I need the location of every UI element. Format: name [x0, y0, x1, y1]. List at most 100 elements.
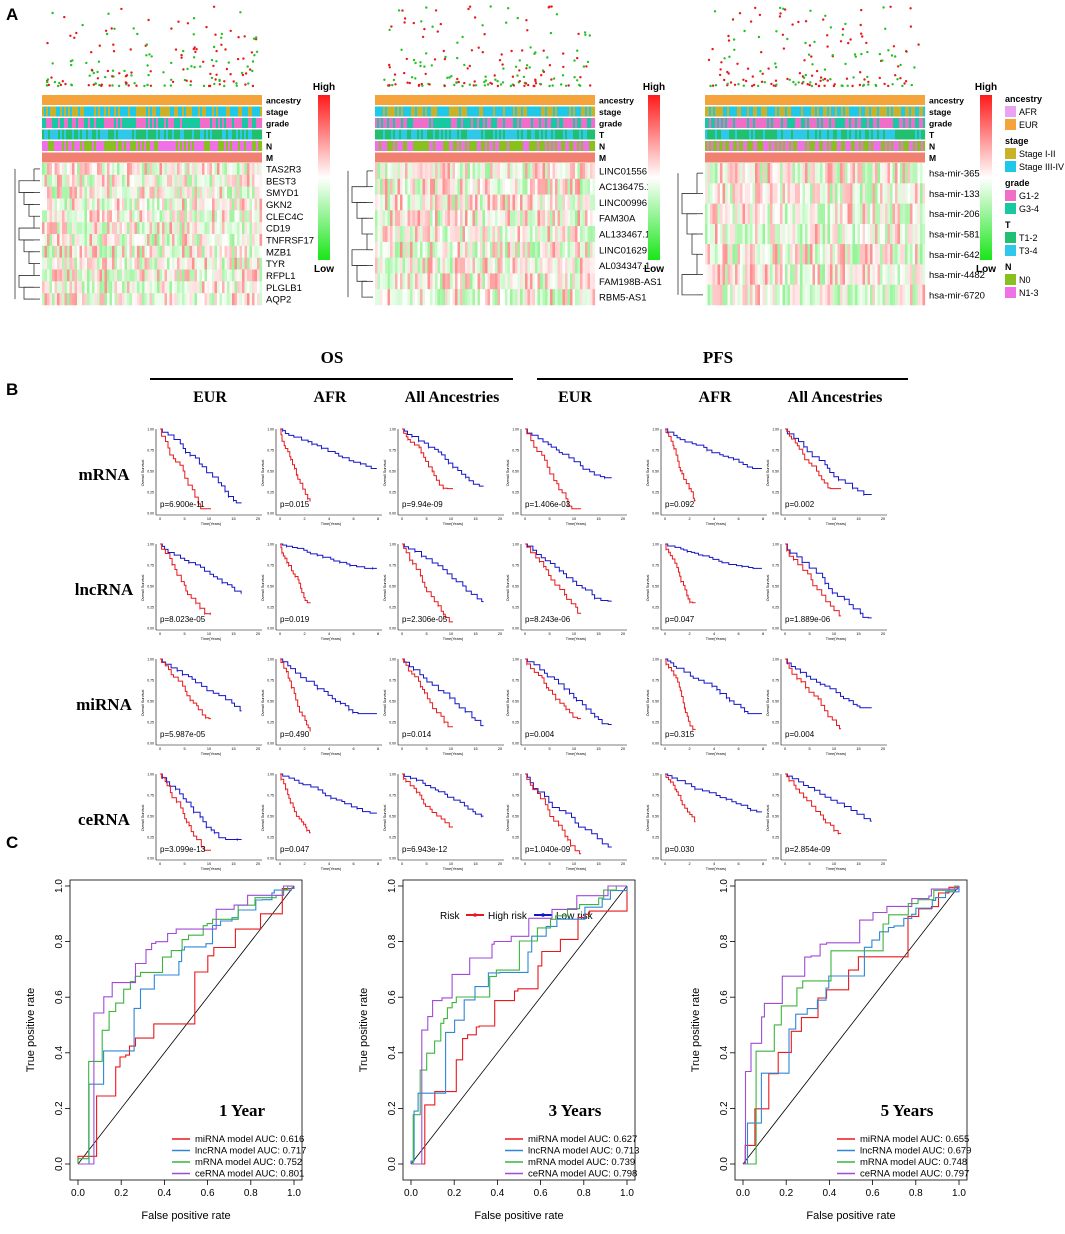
- heat-cell: [194, 198, 198, 211]
- anno-cell: [439, 141, 442, 151]
- heat-cell: [117, 257, 120, 270]
- heat-cell: [94, 234, 98, 247]
- heat-cell: [92, 245, 95, 258]
- heat-cell: [139, 281, 143, 294]
- heat-cell: [422, 210, 426, 227]
- heat-cell: [760, 284, 763, 306]
- risk-dot: [483, 84, 487, 87]
- anno-cell: [240, 141, 243, 151]
- heat-cell: [905, 284, 908, 306]
- heat-cell: [87, 198, 90, 211]
- heat-cell: [420, 163, 423, 180]
- risk-dot: [246, 65, 249, 68]
- legend-title: ancestry: [1005, 94, 1042, 104]
- anno-cell: [52, 118, 55, 128]
- x-tick-label: 5: [183, 862, 185, 866]
- heat-cell: [94, 186, 98, 199]
- anno-cell: [146, 106, 149, 117]
- y-tick-label: 0.25: [772, 606, 779, 610]
- anno-cell: [845, 141, 848, 151]
- heat-cell: [430, 241, 433, 258]
- risk-dot: [794, 83, 797, 86]
- heat-cell: [112, 174, 115, 187]
- risk-dot: [727, 34, 730, 38]
- heat-cell: [157, 163, 160, 176]
- heat-cell: [385, 257, 388, 274]
- heat-cell: [825, 203, 828, 225]
- risk-dot: [58, 81, 61, 85]
- heat-cell: [239, 198, 243, 211]
- heat-cell: [147, 186, 150, 199]
- anno-cell: [80, 129, 83, 140]
- heat-cell: [224, 186, 228, 199]
- heat-cell: [229, 222, 233, 235]
- anno-cell: [755, 141, 758, 151]
- heat-cell: [912, 244, 916, 265]
- heat-cell: [870, 223, 873, 245]
- anno-cell: [108, 118, 111, 128]
- heat-cell: [822, 203, 826, 225]
- anno-cell: [917, 129, 920, 140]
- heat-cell: [402, 178, 406, 195]
- heat-cell: [485, 226, 488, 243]
- heat-cell: [97, 186, 100, 199]
- anno-cell: [397, 106, 400, 117]
- anno-cell: [437, 129, 440, 140]
- column-header: All Ancestries: [788, 389, 883, 406]
- heat-cell: [177, 269, 180, 282]
- anno-cell: [495, 118, 498, 128]
- anno-cell: [112, 106, 115, 117]
- heat-cell: [837, 264, 841, 285]
- heat-cell: [772, 163, 776, 184]
- heat-cell: [722, 264, 726, 285]
- heat-cell: [397, 194, 401, 211]
- heat-cell: [712, 203, 716, 225]
- anno-cell: [887, 106, 890, 117]
- risk-dot: [567, 84, 570, 87]
- anno-cell: [407, 106, 410, 117]
- heat-cell: [882, 264, 886, 285]
- heat-cell: [94, 222, 98, 235]
- anno-cell: [50, 141, 53, 151]
- y-tick-label: 0.00: [147, 627, 154, 631]
- heat-cell: [84, 293, 88, 306]
- anno-cell: [543, 118, 546, 128]
- y-tick-label: 0.00: [772, 512, 779, 516]
- heat-cell: [810, 223, 813, 245]
- heat-cell: [400, 194, 403, 211]
- heat-cell: [142, 222, 145, 235]
- heat-cell: [69, 210, 73, 223]
- risk-dot: [442, 49, 445, 53]
- x-tick-label: 20: [881, 632, 885, 636]
- heat-cell: [112, 269, 115, 282]
- heat-cell: [152, 186, 155, 199]
- y-tick-label: 1.00: [512, 543, 519, 547]
- heat-cell: [850, 223, 853, 245]
- anno-cell: [705, 141, 708, 151]
- heat-cell: [122, 257, 125, 270]
- risk-dot: [430, 64, 433, 67]
- high-risk-curve: [402, 543, 453, 623]
- p-value: p=0.004: [785, 730, 815, 739]
- anno-cell: [581, 106, 584, 117]
- risk-dot: [803, 59, 806, 62]
- heat-cell: [107, 245, 110, 258]
- risk-dot: [136, 32, 139, 36]
- heat-cell: [222, 186, 225, 199]
- heat-cell: [202, 257, 205, 270]
- heat-cell: [812, 264, 816, 285]
- heat-cell: [102, 293, 105, 306]
- heat-cell: [575, 163, 578, 180]
- heat-cell: [377, 194, 381, 211]
- heat-cell: [705, 183, 708, 204]
- anno-cell: [839, 118, 842, 128]
- anno-cell: [759, 129, 762, 140]
- heat-cell: [875, 203, 878, 225]
- risk-dot: [562, 65, 565, 69]
- heat-cell: [214, 198, 218, 211]
- heat-cell: [249, 222, 253, 235]
- anno-cell: [571, 129, 574, 140]
- anno-label: M: [929, 153, 936, 163]
- anno-cell: [98, 118, 101, 128]
- y-tick-label: 0.25: [772, 491, 779, 495]
